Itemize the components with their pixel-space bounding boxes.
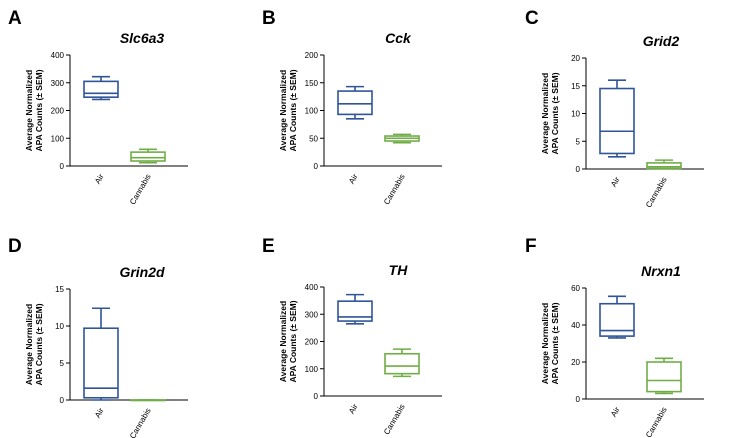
panel-title: TH (389, 262, 409, 278)
panel-letter: C (525, 8, 539, 29)
y-axis-label: Average NormalizedAPA Counts (± SEM) (24, 303, 44, 385)
panel-e: E TH Average NormalizedAPA Counts (± SEM) 0… (262, 236, 442, 436)
y-tick-label: 300 (305, 310, 319, 319)
panel-c: C Grid2 Average NormalizedAPA Counts (± SE… (525, 8, 704, 209)
box-cannabis (646, 159, 682, 170)
y-axis-label-line: Average Normalized (540, 303, 550, 384)
box-iqr (646, 162, 682, 170)
box-air (337, 85, 373, 120)
y-axis-label: Average NormalizedAPA Counts (± SEM) (540, 72, 560, 154)
box-iqr (130, 151, 166, 162)
box-air (83, 75, 119, 101)
y-tick-label: 5 (576, 137, 581, 146)
y-tick-label: 10 (571, 110, 580, 119)
y-tick-label: 5 (60, 359, 65, 368)
y-tick-label: 15 (55, 285, 64, 294)
panel-title: Grid2 (643, 33, 680, 49)
y-tick-label: 100 (51, 134, 65, 143)
box-air (599, 295, 635, 339)
x-category-label: Cannabis (644, 406, 669, 438)
y-axis-label-line: APA Counts (± SEM) (34, 69, 44, 151)
y-axis-label: Average NormalizedAPA Counts (± SEM) (278, 300, 298, 382)
y-tick-label: 100 (305, 107, 319, 116)
y-tick-label: 0 (60, 396, 65, 405)
x-category-label: Cannabis (382, 403, 407, 437)
panel-a: A Slc6a3 Average NormalizedAPA Counts (± S… (8, 8, 188, 206)
box-cannabis (130, 148, 166, 164)
box-air (599, 79, 635, 158)
y-tick-label: 60 (571, 284, 580, 293)
y-tick-label: 400 (51, 51, 65, 60)
box-iqr (384, 352, 420, 375)
panel-d: D Grin2d Average NormalizedAPA Counts (± S… (8, 236, 188, 438)
y-axis-label-line: APA Counts (± SEM) (550, 72, 560, 154)
panel-letter: D (8, 236, 22, 257)
x-category-label: Air (609, 405, 622, 418)
y-tick-label: 300 (51, 79, 65, 88)
box-iqr (337, 90, 373, 116)
y-tick-label: 20 (571, 358, 580, 367)
panel-b: B Cck Average NormalizedAPA Counts (± SEM)… (262, 8, 442, 206)
x-category-label: Cannabis (644, 176, 669, 210)
panel-title: Grin2d (119, 264, 165, 280)
y-axis-label-line: Average Normalized (278, 70, 288, 151)
box-air (337, 293, 373, 325)
x-category-label: Cannabis (128, 173, 153, 207)
x-category-label: Air (93, 172, 106, 185)
box-air (83, 307, 119, 401)
panel-letter: E (262, 236, 275, 257)
x-category-label: Cannabis (128, 407, 153, 438)
y-tick-label: 0 (314, 162, 319, 171)
box-iqr (83, 80, 119, 98)
y-tick-label: 0 (314, 392, 319, 401)
box-iqr (646, 361, 682, 393)
panel-letter: A (8, 8, 22, 29)
panel-letter: F (525, 236, 537, 257)
box-cannabis (646, 357, 682, 395)
x-category-label: Cannabis (382, 173, 407, 207)
y-tick-label: 0 (576, 395, 581, 404)
x-category-label: Air (609, 175, 622, 188)
y-tick-label: 400 (305, 283, 319, 292)
y-tick-label: 0 (60, 162, 65, 171)
y-axis-label-line: APA Counts (± SEM) (288, 300, 298, 382)
y-axis-label-line: APA Counts (± SEM) (34, 303, 44, 385)
panel-title: Nrxn1 (641, 263, 681, 279)
box-iqr (337, 300, 373, 322)
box-cannabis (384, 348, 420, 378)
box-iqr (599, 302, 635, 337)
y-axis-label-line: Average Normalized (24, 70, 34, 151)
y-tick-label: 200 (305, 338, 319, 347)
box-iqr (83, 327, 119, 399)
y-tick-label: 50 (309, 134, 318, 143)
y-tick-label: 0 (576, 165, 581, 174)
y-axis-label: Average NormalizedAPA Counts (± SEM) (24, 69, 44, 151)
y-axis-label: Average NormalizedAPA Counts (± SEM) (278, 69, 298, 151)
y-axis-label: Average NormalizedAPA Counts (± SEM) (540, 302, 560, 384)
y-tick-label: 20 (571, 54, 580, 63)
y-axis-label-line: Average Normalized (278, 301, 288, 382)
panel-f: F Nrxn1 Average NormalizedAPA Counts (± SE… (525, 236, 704, 438)
x-category-label: Air (347, 402, 360, 415)
panel-title: Slc6a3 (120, 30, 165, 46)
panel-letter: B (262, 8, 276, 29)
y-axis-label-line: APA Counts (± SEM) (550, 302, 560, 384)
x-category-label: Air (347, 172, 360, 185)
y-tick-label: 200 (51, 107, 65, 116)
y-axis-label-line: APA Counts (± SEM) (288, 69, 298, 151)
box-cannabis (384, 133, 420, 144)
box-cannabis (130, 399, 166, 402)
y-tick-label: 10 (55, 322, 64, 331)
y-axis-label-line: Average Normalized (24, 304, 34, 385)
panel-title: Cck (385, 30, 412, 46)
y-tick-label: 15 (571, 82, 580, 91)
box-iqr (599, 87, 635, 155)
y-axis-label-line: Average Normalized (540, 73, 550, 154)
x-category-label: Air (93, 406, 106, 419)
y-tick-label: 40 (571, 321, 580, 330)
y-tick-label: 200 (305, 51, 319, 60)
y-tick-label: 100 (305, 365, 319, 374)
y-tick-label: 150 (305, 79, 319, 88)
